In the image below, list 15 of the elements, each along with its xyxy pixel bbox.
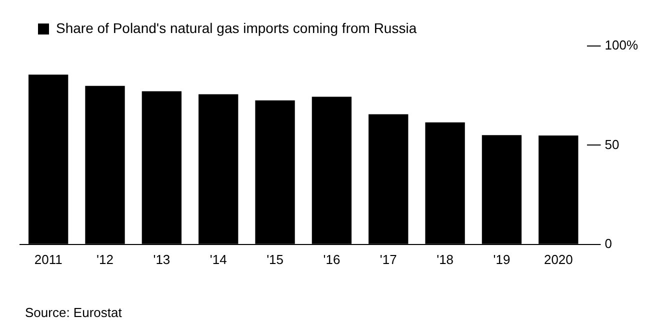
x-tick-label: '16: [323, 252, 340, 267]
x-tick-label: 2011: [34, 252, 62, 267]
y-tick-label: 50: [604, 136, 620, 152]
y-tick-label: 100%: [604, 38, 638, 53]
y-tick-label: 0: [604, 236, 612, 251]
legend-label: Share of Poland's natural gas imports coming from Russia: [56, 20, 417, 36]
source-note: Source: Eurostat: [25, 305, 122, 320]
x-tick-label: '12: [96, 252, 114, 267]
x-tick-label: '14: [210, 252, 227, 267]
x-tick-label: '19: [493, 252, 510, 267]
x-tick-label: '15: [266, 252, 284, 267]
x-tick-label: '18: [436, 252, 454, 267]
x-tick-label: '17: [380, 252, 397, 267]
x-tick-label: '13: [153, 252, 170, 267]
x-tick-label: 2020: [544, 252, 573, 267]
